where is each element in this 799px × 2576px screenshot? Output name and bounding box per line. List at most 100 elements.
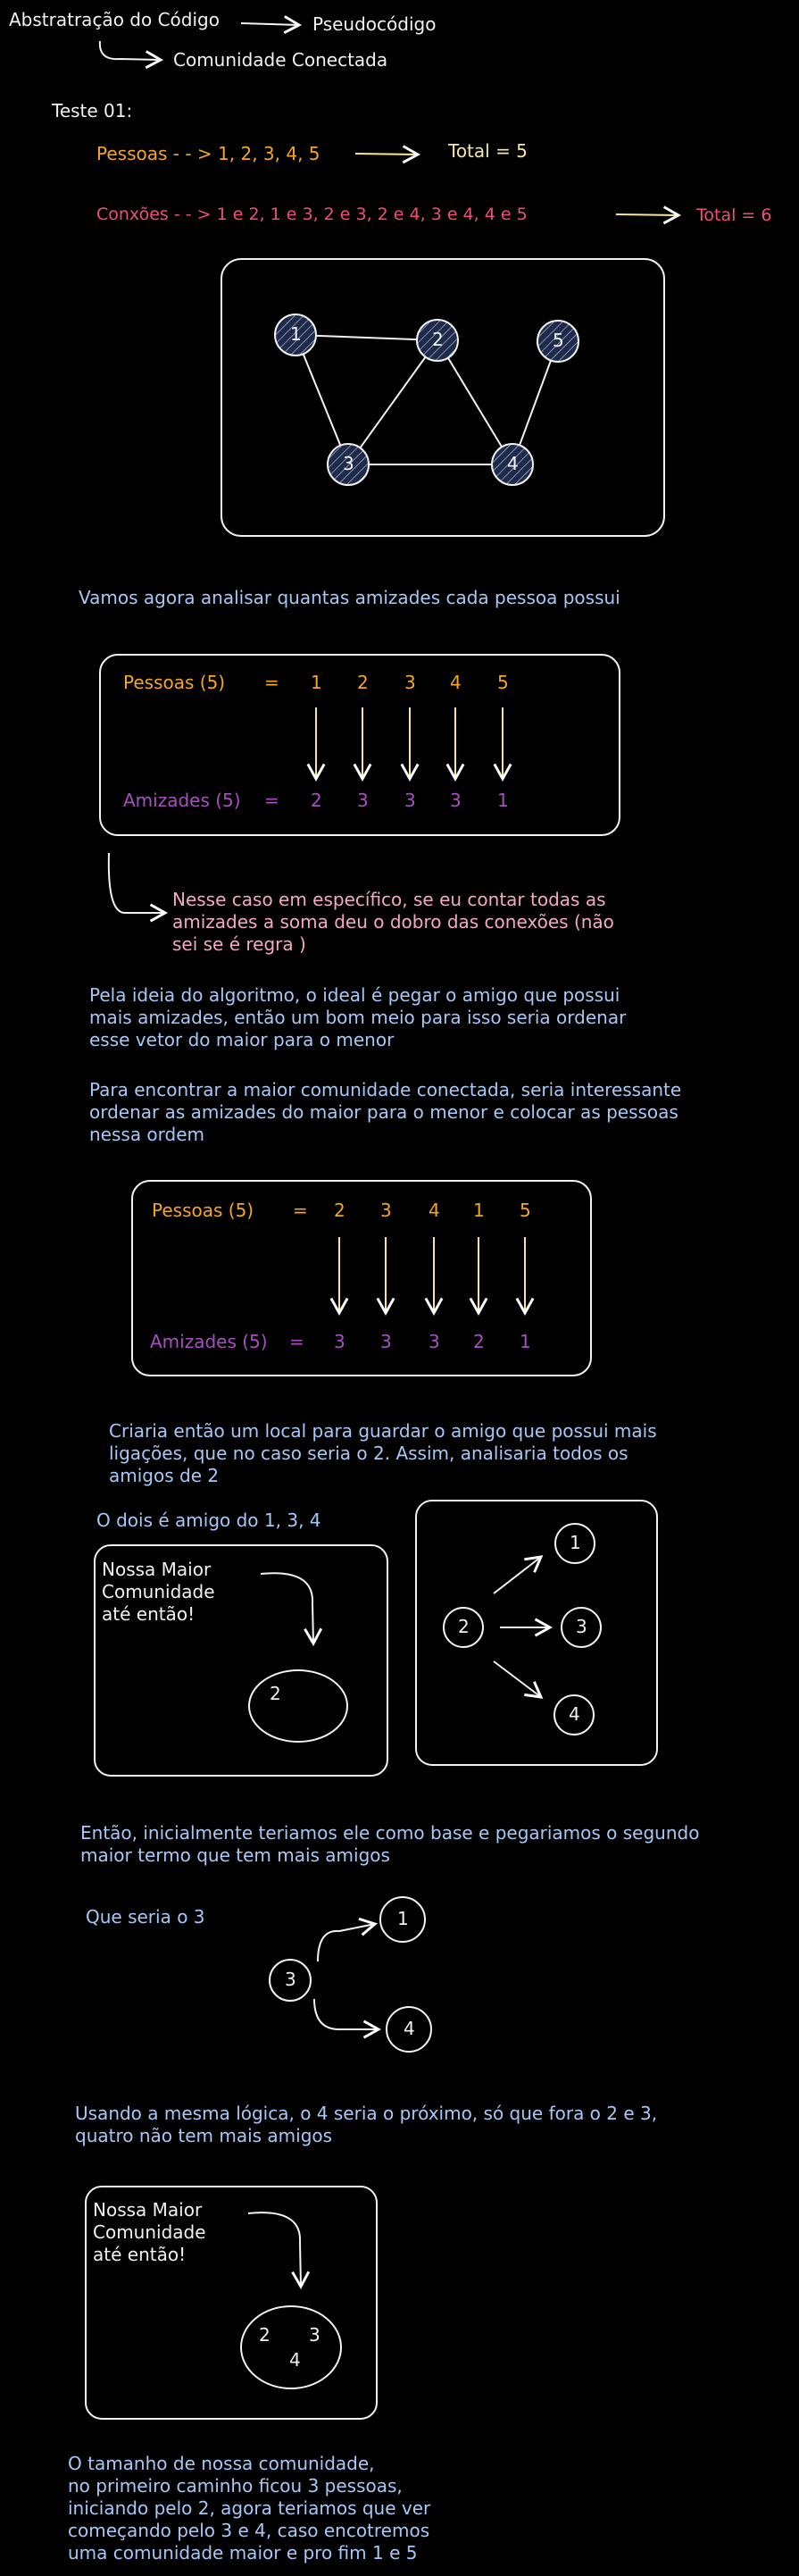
caption-line: Nossa Maior bbox=[102, 1559, 212, 1580]
note1: Nesse caso em específico, se eu contar t… bbox=[172, 889, 614, 956]
community-box-a bbox=[94, 1544, 388, 1777]
header-arrows bbox=[98, 15, 303, 70]
para4-line: Então, inicialmente teriamos ele como ba… bbox=[80, 1822, 700, 1844]
graph1-edge bbox=[295, 334, 349, 465]
table1-pessoas-eq: = bbox=[264, 672, 279, 693]
community-box-c-arrow bbox=[247, 2212, 311, 2290]
para5-line: Usando a mesma lógica, o 4 seria o próxi… bbox=[75, 2103, 658, 2124]
teste-label: Teste 01: bbox=[52, 100, 133, 121]
table2-pessoa-value: 5 bbox=[520, 1200, 531, 1221]
tree-arrow bbox=[317, 1917, 378, 1962]
friends-node-label: 2 bbox=[458, 1616, 470, 1637]
table1-amizade-value: 2 bbox=[311, 790, 322, 811]
pessoas-total: Total = 5 bbox=[448, 140, 528, 162]
graph1-node bbox=[327, 443, 370, 486]
caption-line: Nossa Maior bbox=[93, 2199, 203, 2221]
friends-arrow bbox=[493, 1555, 544, 1594]
table2-amizades-label: Amizades (5) bbox=[150, 1331, 268, 1352]
table2-box bbox=[131, 1180, 592, 1376]
final-line: O tamanho de nossa comunidade, bbox=[68, 2453, 375, 2474]
friends-node bbox=[553, 1694, 595, 1735]
graph1-node bbox=[491, 443, 534, 486]
table1-pessoa-value: 4 bbox=[450, 672, 462, 693]
community-box-c bbox=[85, 2186, 378, 2420]
tree-node bbox=[386, 2006, 432, 2053]
graph1-node bbox=[274, 314, 317, 356]
tree-3 bbox=[269, 1896, 432, 2053]
community-box-c-circle bbox=[240, 2305, 342, 2389]
caption-line: Comunidade bbox=[102, 1581, 215, 1602]
community-box-a-circle bbox=[248, 1669, 348, 1743]
table1-pessoa-value: 2 bbox=[357, 672, 369, 693]
friends-node bbox=[443, 1607, 484, 1648]
friends-box-b bbox=[415, 1500, 658, 1766]
community-box-a-caption: Nossa Maior Comunidade até então! bbox=[102, 1559, 215, 1626]
graph1-node bbox=[416, 319, 459, 362]
friends-graph bbox=[443, 1523, 602, 1735]
community-box-a-arrow bbox=[260, 1572, 323, 1647]
graph1-edge bbox=[512, 340, 559, 465]
graph1-box bbox=[221, 258, 665, 537]
community-box-c-member: 3 bbox=[309, 2324, 320, 2346]
friends-node bbox=[554, 1523, 595, 1564]
table1-amizade-value: 3 bbox=[357, 790, 369, 811]
tree-node bbox=[379, 1896, 426, 1943]
table1-amizade-value: 3 bbox=[404, 790, 416, 811]
conexoes-total: Total = 6 bbox=[696, 205, 772, 225]
friends-node-label: 4 bbox=[569, 1703, 580, 1725]
arrow-to-comunidade bbox=[98, 40, 164, 70]
para1: Pela ideia do algoritmo, o ideal é pegar… bbox=[89, 984, 626, 1051]
final-paragraph: O tamanho de nossa comunidade, no primei… bbox=[68, 2453, 430, 2564]
para4: Então, inicialmente teriamos ele como ba… bbox=[80, 1822, 699, 1867]
friends-node-label: 1 bbox=[570, 1532, 581, 1553]
para4-line: maior termo que tem mais amigos bbox=[80, 1844, 390, 1866]
para2: Para encontrar a maior comunidade conect… bbox=[89, 1079, 681, 1146]
community-box-a-member: 2 bbox=[270, 1683, 281, 1704]
para3-line: ligações, que no caso seria o 2. Assim, … bbox=[109, 1443, 628, 1464]
tree-node-label: 1 bbox=[397, 1908, 409, 1929]
table2-pessoa-value: 2 bbox=[334, 1200, 345, 1221]
graph1-node bbox=[537, 320, 579, 363]
graph1-edge bbox=[295, 334, 438, 341]
branch-comunidade: Comunidade Conectada bbox=[173, 49, 388, 71]
para5: Usando a mesma lógica, o 4 seria o próxi… bbox=[75, 2103, 657, 2147]
table1-amizades-label: Amizades (5) bbox=[123, 790, 241, 811]
para1-line: esse vetor do maior para o menor bbox=[89, 1029, 395, 1050]
pessoas-line: Pessoas - - > 1, 2, 3, 4, 5 bbox=[96, 143, 320, 164]
graph1-node-label: 3 bbox=[343, 453, 354, 474]
table2-pessoa-value: 3 bbox=[380, 1200, 392, 1221]
table1-pessoa-value: 3 bbox=[404, 672, 416, 693]
caption-line: até então! bbox=[102, 1603, 196, 1625]
note1-line: sei se é regra ) bbox=[172, 933, 306, 955]
table2-pessoa-value: 4 bbox=[429, 1200, 440, 1221]
final-line: começando pelo 3 e 4, caso encotremos bbox=[68, 2520, 430, 2541]
tree-node bbox=[269, 1959, 312, 2002]
table2-amizade-value: 2 bbox=[473, 1331, 485, 1352]
tree-arrow bbox=[313, 1998, 382, 2039]
para2-line: Para encontrar a maior comunidade conect… bbox=[89, 1079, 682, 1100]
graph1-edge bbox=[437, 339, 513, 465]
graph1-node-label: 4 bbox=[507, 453, 519, 474]
table2-amizades-eq: = bbox=[289, 1331, 304, 1352]
community-box-c-member: 2 bbox=[259, 2324, 270, 2346]
para3-line: amigos de 2 bbox=[109, 1465, 220, 1486]
table2-pessoas-eq: = bbox=[293, 1200, 308, 1221]
caption-line: Comunidade bbox=[93, 2221, 206, 2243]
analysis-title: Vamos agora analisar quantas amizades ca… bbox=[79, 587, 620, 608]
tree-node-label: 4 bbox=[404, 2018, 415, 2039]
branch-pseudocodigo: Pseudocódigo bbox=[312, 13, 437, 35]
table2-amizade-value: 3 bbox=[380, 1331, 392, 1352]
table1-pessoa-value: 5 bbox=[497, 672, 509, 693]
note1-line: Nesse caso em específico, se eu contar t… bbox=[172, 889, 606, 910]
page-title: Abstratração do Código bbox=[9, 9, 220, 30]
para2-line: ordenar as amizades do maior para o meno… bbox=[89, 1101, 678, 1123]
arrow-pessoas-total bbox=[354, 145, 421, 164]
table1-pessoas-label: Pessoas (5) bbox=[123, 672, 226, 693]
caption-line: até então! bbox=[93, 2244, 187, 2265]
table2-arrows bbox=[329, 1237, 535, 1317]
table1-amizade-value: 1 bbox=[497, 790, 509, 811]
para5-line: quatro não tem mais amigos bbox=[75, 2125, 333, 2146]
para1-line: Pela ideia do algoritmo, o ideal é pegar… bbox=[89, 984, 620, 1006]
final-line: no primeiro caminho ficou 3 pessoas, bbox=[68, 2475, 403, 2497]
